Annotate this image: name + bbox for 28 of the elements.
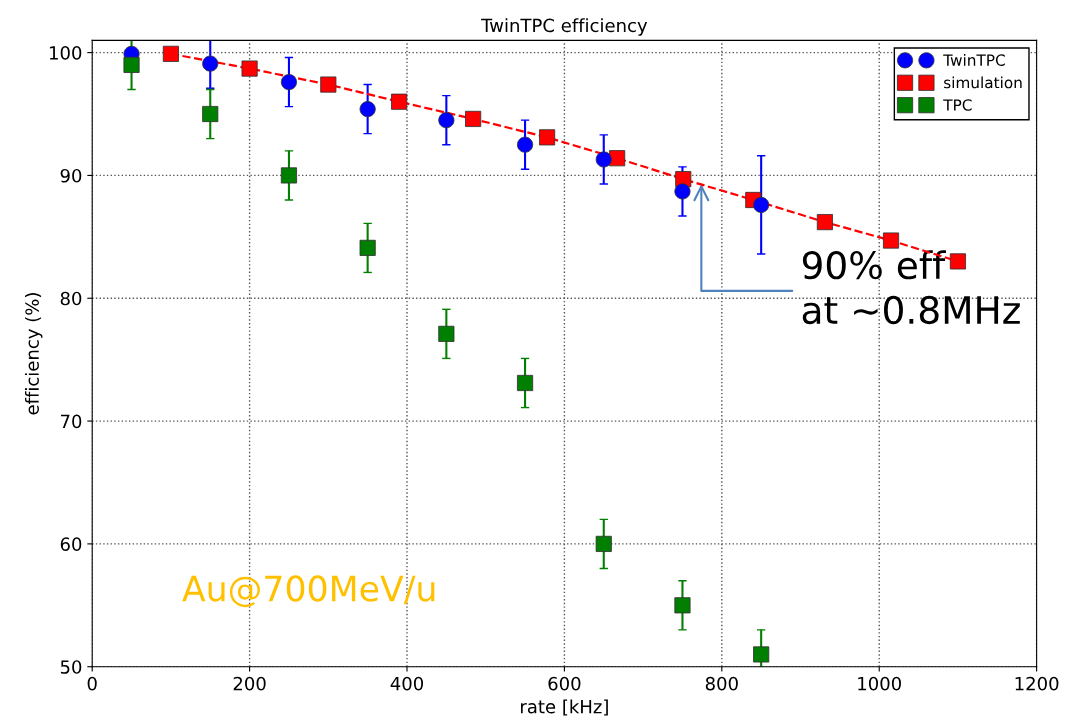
point: [517, 374, 534, 392]
x-axis-title: rate [kHz]: [521, 699, 608, 716]
x-tick-label: 800: [705, 676, 738, 691]
y-tick-label: 60: [60, 537, 82, 552]
point: [162, 45, 179, 62]
point: [202, 105, 219, 123]
y-tick-label: 90: [60, 168, 82, 183]
legend-label: TwinTPC: [943, 54, 1005, 66]
y-axis-title: efficiency (%): [24, 293, 43, 415]
x-tick-label: 600: [548, 676, 581, 691]
chart-title: TwinTPC efficiency: [481, 18, 648, 36]
y-tick-label: 100: [49, 46, 82, 60]
annotation: 90% eff at ~0.8MHz: [802, 250, 1020, 325]
legend-label: TPC: [943, 99, 972, 111]
x-tick-label: 1000: [858, 676, 901, 691]
legend-label: simulation: [944, 76, 1022, 89]
x-tick-label: 1200: [1015, 676, 1059, 691]
x-tick-label: 200: [233, 676, 266, 691]
point: [816, 214, 833, 231]
point: [438, 325, 455, 342]
x-tick-label: 400: [390, 676, 424, 691]
y-tick-label: 50: [60, 660, 82, 674]
y-tick-label: 80: [60, 291, 82, 306]
annotation: Au@700MeV/u: [182, 575, 435, 608]
point: [391, 93, 408, 110]
x-tick-label: 0: [87, 676, 97, 691]
point: [465, 110, 482, 127]
y-tick-label: 70: [60, 414, 82, 429]
